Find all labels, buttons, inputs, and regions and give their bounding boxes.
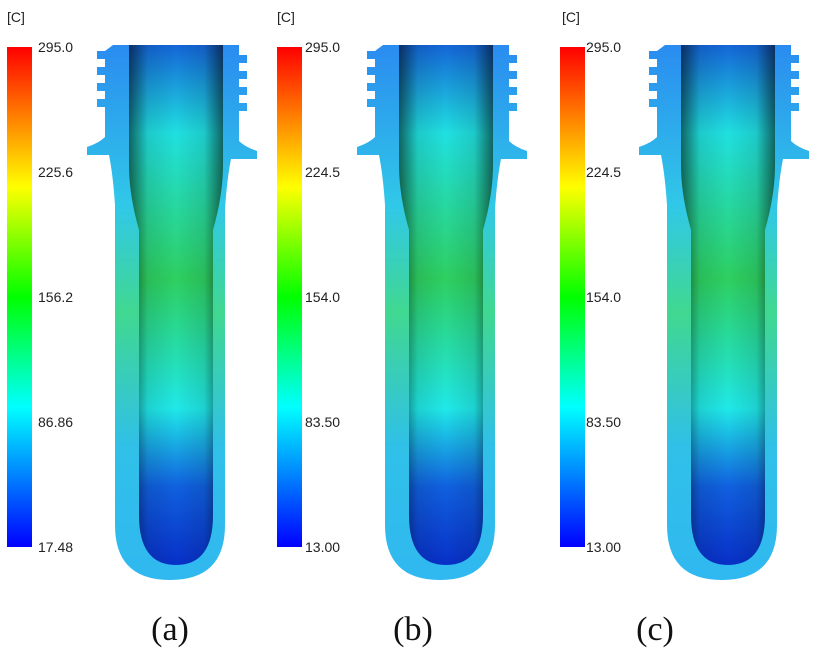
caption: (b)	[393, 611, 433, 648]
unit: [C]	[277, 9, 295, 25]
caption: (c)	[636, 611, 674, 648]
tick-label: 86.86	[38, 414, 73, 430]
panel-b: [C] 295.0 224.5 154.0 83.50 13.00 (b)	[277, 9, 527, 648]
color-bar	[7, 47, 32, 547]
tick-label: 13.00	[305, 539, 340, 555]
preform	[87, 45, 257, 580]
tick-label: 295.0	[38, 39, 73, 55]
unit: [C]	[562, 9, 580, 25]
panel-c: [C] 295.0 224.5 154.0 83.50 13.00 (c)	[560, 9, 809, 648]
preform	[357, 45, 527, 580]
unit: [C]	[7, 9, 25, 25]
color-bar	[277, 47, 302, 547]
caption: (a)	[151, 611, 189, 648]
tick-label: 13.00	[586, 539, 621, 555]
tick-label: 83.50	[305, 414, 340, 430]
tick-label: 225.6	[38, 164, 73, 180]
preform	[639, 45, 809, 580]
tick-label: 154.0	[586, 289, 621, 305]
tick-label: 156.2	[38, 289, 73, 305]
tick-label: 17.48	[38, 539, 73, 555]
tick-label: 83.50	[586, 414, 621, 430]
tick-label: 154.0	[305, 289, 340, 305]
tick-label: 295.0	[305, 39, 340, 55]
tick-label: 295.0	[586, 39, 621, 55]
panel-a: [C] 295.0 225.6 156.2 86.86 17.48 (a)	[7, 9, 257, 648]
tick-label: 224.5	[586, 164, 621, 180]
tick-label: 224.5	[305, 164, 340, 180]
color-bar	[560, 47, 585, 547]
